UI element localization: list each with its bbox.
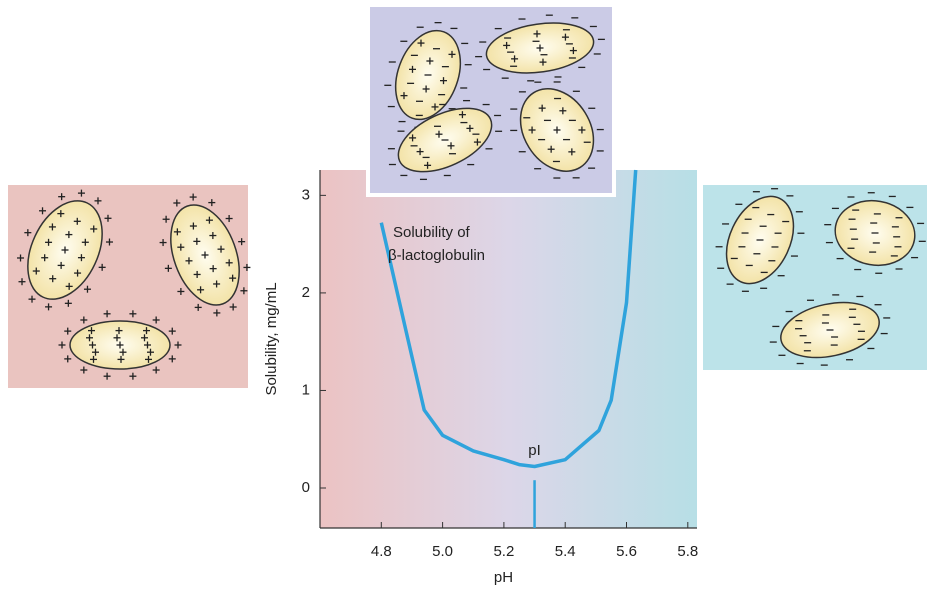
x-tick-label: 5.4	[555, 543, 576, 560]
illustrations	[8, 3, 927, 388]
x-tick-label: 5.6	[616, 543, 637, 560]
y-tick-label: 3	[302, 186, 310, 203]
plot-background	[320, 170, 697, 528]
solubility-curve	[379, 169, 638, 469]
y-tick-label: 2	[302, 284, 310, 301]
x-axis-label: pH	[494, 569, 513, 586]
x-tick-label: 5.8	[677, 543, 698, 560]
y-tick-label: 0	[302, 479, 310, 496]
x-tick-label: 5.2	[493, 543, 514, 560]
pi-label: pI	[528, 442, 541, 459]
curve-label: β-lactoglobulin	[388, 247, 485, 264]
x-tick-label: 4.8	[371, 543, 392, 560]
y-tick-label: 1	[302, 381, 310, 398]
y-axis-label: Solubility, mg/mL	[263, 282, 280, 395]
curve-label: Solubility of	[393, 224, 471, 241]
x-tick-label: 5.0	[432, 543, 453, 560]
plot: 0 1 2 3 4.8 5.0 5.2 5.4 5.6 5.8 pH Solubility, mg/m…	[263, 169, 698, 586]
